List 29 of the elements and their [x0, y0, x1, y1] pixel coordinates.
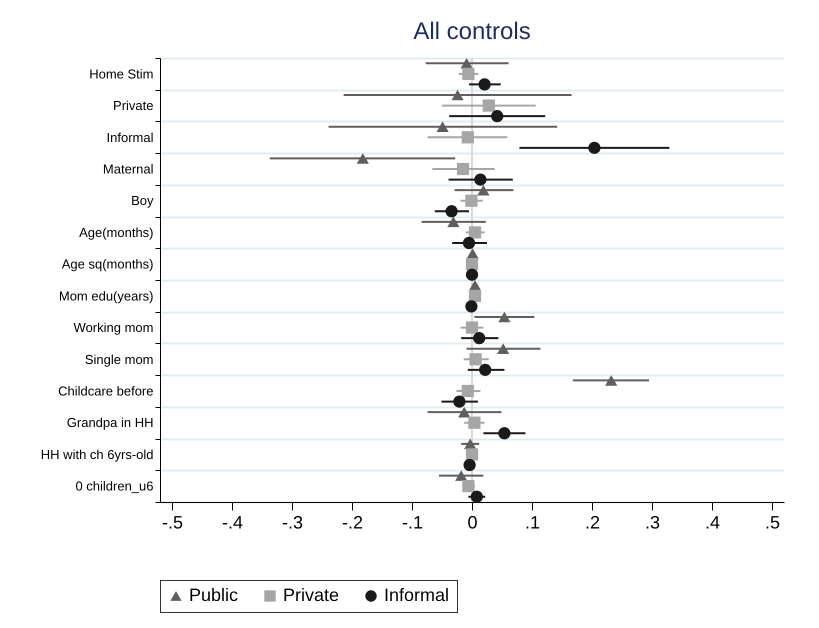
x-tick-label: -.1: [402, 512, 424, 532]
x-tick-label: -.4: [222, 512, 244, 532]
x-tick-label: 0: [467, 512, 478, 532]
y-tick-label: Age(months): [79, 224, 154, 240]
y-tick-label: 0 children_u6: [75, 478, 154, 494]
x-tick-label: .5: [764, 512, 780, 532]
y-tick-label: Childcare before: [58, 384, 154, 398]
legend-label: Public: [189, 585, 238, 605]
y-tick-label: Grandpa in HH: [66, 415, 154, 430]
x-tick-label: -.2: [342, 512, 364, 532]
x-tick-label: -.3: [282, 512, 304, 532]
legend-label: Informal: [384, 585, 450, 605]
y-tick-label: Private: [113, 98, 154, 114]
y-tick-label: Informal: [106, 130, 154, 145]
y-tick-label: Age sq(months): [62, 256, 154, 272]
x-tick-label: .3: [644, 512, 660, 532]
y-tick-label: Mom edu(years): [58, 288, 154, 304]
x-tick-label: .4: [704, 512, 720, 532]
chart-title: All controls: [413, 18, 531, 45]
x-tick-label: .2: [584, 512, 600, 532]
y-tick-label: Home Stim: [89, 66, 154, 82]
y-tick-label: Boy: [131, 193, 154, 208]
legend-label: Private: [283, 585, 340, 605]
y-tick-label: HH with ch 6yrs-old: [40, 446, 154, 462]
y-tick-label: Maternal: [102, 162, 154, 176]
x-tick-label: .1: [524, 512, 540, 532]
x-tick-label: -.5: [162, 512, 184, 532]
y-tick-label: Working mom: [74, 320, 154, 336]
y-tick-label: Single mom: [84, 352, 154, 367]
